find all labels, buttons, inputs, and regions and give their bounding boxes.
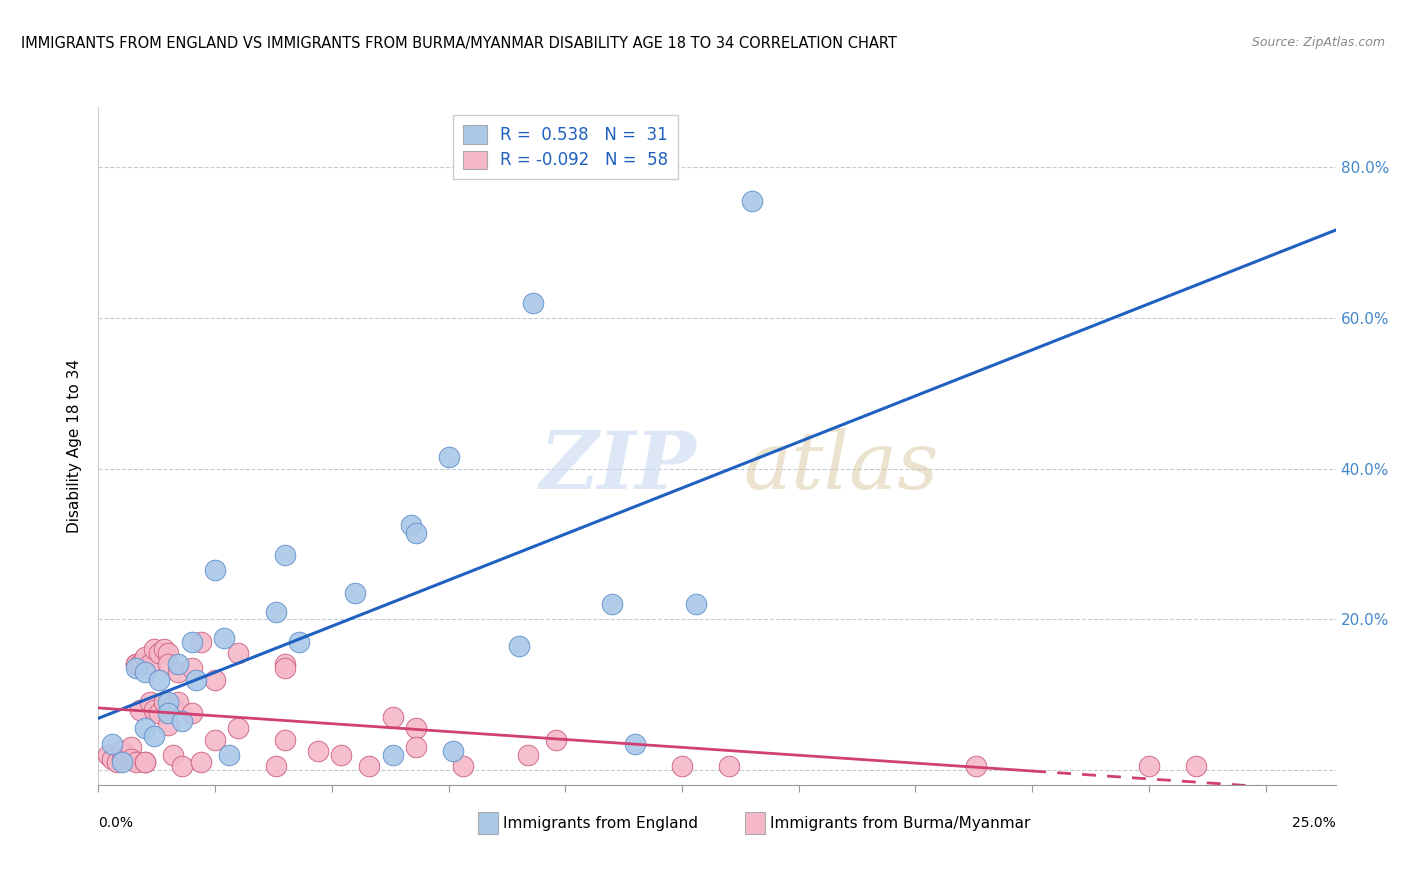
Text: IMMIGRANTS FROM ENGLAND VS IMMIGRANTS FROM BURMA/MYANMAR DISABILITY AGE 18 TO 34: IMMIGRANTS FROM ENGLAND VS IMMIGRANTS FR…: [21, 36, 897, 51]
Point: [157, 657, 180, 672]
Point: [139, 695, 162, 709]
Point: [129, 657, 152, 672]
Point: [274, 548, 297, 562]
Point: [120, 740, 142, 755]
Point: [405, 525, 427, 540]
Point: [172, 759, 194, 773]
Point: [381, 747, 404, 762]
Point: [166, 665, 188, 679]
Point: [218, 747, 240, 762]
Point: [180, 635, 202, 649]
Point: [214, 631, 236, 645]
Point: [97, 747, 120, 762]
Point: [134, 756, 156, 770]
Point: [152, 695, 174, 709]
Point: [1137, 759, 1160, 773]
Point: [685, 597, 707, 611]
Text: atlas: atlas: [744, 427, 938, 505]
Point: [166, 695, 188, 709]
Text: Immigrants from England: Immigrants from England: [503, 816, 699, 830]
Point: [134, 756, 156, 770]
Point: [134, 722, 156, 736]
Point: [120, 751, 142, 765]
Point: [148, 706, 170, 721]
Point: [965, 759, 987, 773]
Point: [204, 563, 226, 577]
Point: [381, 710, 404, 724]
Point: [111, 744, 134, 758]
Point: [172, 714, 194, 728]
Legend: R =  0.538   N =  31, R = -0.092   N =  58: R = 0.538 N = 31, R = -0.092 N = 58: [453, 115, 678, 179]
Point: [157, 717, 180, 731]
Point: [148, 646, 170, 660]
Point: [405, 722, 427, 736]
Point: [451, 759, 474, 773]
Point: [228, 646, 250, 660]
Point: [307, 744, 329, 758]
Point: [157, 706, 180, 721]
Point: [522, 296, 544, 310]
Text: 25.0%: 25.0%: [1292, 816, 1336, 830]
Point: [125, 756, 148, 770]
Point: [125, 657, 148, 672]
Point: [544, 732, 567, 747]
Point: [264, 759, 287, 773]
Point: [204, 732, 226, 747]
Point: [148, 673, 170, 687]
Point: [741, 194, 763, 209]
Point: [180, 661, 202, 675]
Point: [264, 605, 287, 619]
Point: [344, 586, 367, 600]
Text: Source: ZipAtlas.com: Source: ZipAtlas.com: [1251, 36, 1385, 49]
Point: [143, 642, 166, 657]
Point: [437, 450, 460, 465]
Point: [101, 751, 124, 765]
Point: [405, 740, 427, 755]
Point: [274, 732, 297, 747]
Point: [288, 635, 311, 649]
Point: [105, 756, 128, 770]
Text: Immigrants from Burma/Myanmar: Immigrants from Burma/Myanmar: [770, 816, 1031, 830]
Point: [190, 756, 212, 770]
Point: [166, 657, 188, 672]
Point: [162, 747, 184, 762]
Point: [125, 657, 148, 672]
Point: [157, 695, 180, 709]
Point: [134, 665, 156, 679]
Point: [204, 673, 226, 687]
Point: [134, 649, 156, 664]
Text: 0.0%: 0.0%: [98, 816, 134, 830]
Point: [162, 698, 184, 713]
Text: ZIP: ZIP: [540, 427, 696, 505]
Point: [1184, 759, 1206, 773]
Y-axis label: Disability Age 18 to 34: Disability Age 18 to 34: [67, 359, 83, 533]
Point: [143, 703, 166, 717]
Point: [111, 751, 134, 765]
Point: [274, 661, 297, 675]
Point: [508, 639, 530, 653]
Point: [115, 747, 138, 762]
Point: [101, 737, 124, 751]
Point: [152, 642, 174, 657]
Point: [441, 744, 464, 758]
Point: [129, 703, 152, 717]
Point: [671, 759, 693, 773]
Point: [186, 673, 208, 687]
Point: [190, 635, 212, 649]
Point: [139, 657, 162, 672]
Point: [517, 747, 540, 762]
Point: [228, 722, 250, 736]
Point: [143, 729, 166, 743]
Point: [330, 747, 353, 762]
Point: [274, 657, 297, 672]
Point: [600, 597, 623, 611]
Point: [359, 759, 381, 773]
Point: [125, 661, 148, 675]
Point: [157, 646, 180, 660]
Point: [180, 706, 202, 721]
Point: [717, 759, 740, 773]
Point: [399, 518, 422, 533]
Point: [111, 756, 134, 770]
Point: [624, 737, 647, 751]
